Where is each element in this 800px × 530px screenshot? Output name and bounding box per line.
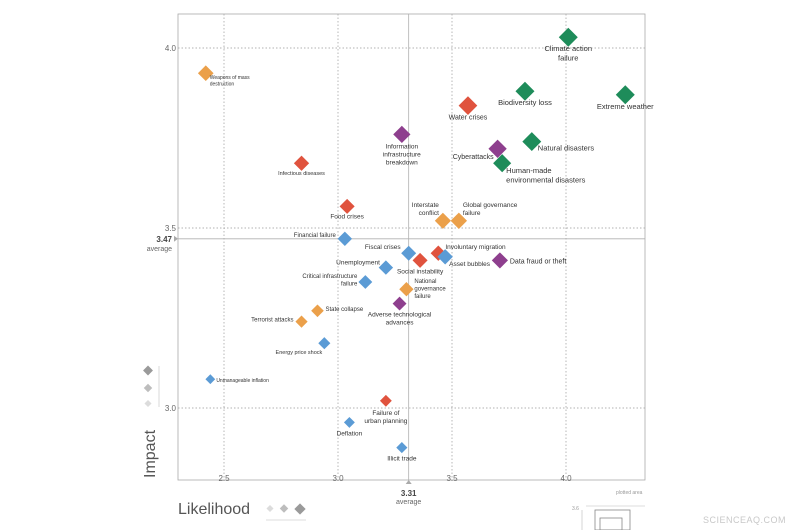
point-marker <box>392 296 407 311</box>
y-axis-title: Impact <box>142 429 159 478</box>
gridlines <box>178 14 645 480</box>
point-label: Terrorist attacks <box>251 318 293 324</box>
x-tick-label: 3.0 <box>332 474 344 483</box>
point-marker <box>434 212 451 229</box>
point-marker <box>430 245 447 261</box>
point-marker <box>295 315 308 328</box>
axis-ticks: 2.5 3.0 3.5 4.03.03.54.03.47average3.31aver… <box>147 44 572 506</box>
point-marker <box>615 85 635 105</box>
point-label: State collapse <box>325 307 363 313</box>
point-marker <box>337 231 353 247</box>
x-tick-label: 3.5 <box>446 474 458 483</box>
point-label: Weapons of mass destruction <box>210 75 250 87</box>
plotted-area-key: 3.6 plotted area <box>572 490 645 530</box>
y-tick-label: 4.0 <box>165 44 177 53</box>
point-label: Fiscal crises <box>365 244 402 251</box>
key-tick-label: 3.6 <box>572 506 579 512</box>
point-label: Adverse technological advances <box>368 312 432 327</box>
point-marker <box>399 282 414 297</box>
point-marker <box>393 125 411 144</box>
point-label: Natural disasters <box>538 144 595 153</box>
average-y-value: 3.47 <box>156 235 172 244</box>
point-marker <box>401 245 417 261</box>
point-label: Food crises <box>330 213 364 220</box>
point-marker <box>522 132 542 152</box>
average-y-word: average <box>147 246 172 253</box>
point-label: Unemployment <box>336 260 380 267</box>
point-marker <box>437 249 453 265</box>
point-label: Data fraud or theft <box>510 258 566 265</box>
average-y-marker <box>174 235 178 242</box>
point-marker <box>515 81 535 101</box>
point-marker <box>412 252 428 268</box>
point-marker <box>311 304 324 318</box>
point-label: Energy price shock <box>276 350 323 356</box>
point-marker <box>458 96 478 115</box>
point-label: Human-made environmental disasters <box>506 166 585 184</box>
point-marker <box>293 155 310 171</box>
legend-diamond-large <box>143 365 153 376</box>
point-marker <box>205 374 216 385</box>
point-marker <box>396 442 408 454</box>
x-tick-label: 2.5 <box>218 474 230 483</box>
point-label: Involuntary migration <box>445 244 506 251</box>
point-label: Failure of urban planning <box>364 410 407 425</box>
point-label: Global governance failure <box>463 202 518 217</box>
key-box-outer <box>594 509 631 530</box>
point-label: Financial failure <box>294 233 337 239</box>
key-box-label: plotted area <box>616 490 643 496</box>
average-x-value: 3.31 <box>401 489 417 498</box>
point-marker <box>197 65 214 82</box>
key-box-inner <box>599 517 623 530</box>
data-labels: Climate action failure Extreme weather Biod… <box>210 44 654 462</box>
point-label: Interstate conflict <box>412 202 439 217</box>
point-label: National governance failure <box>414 279 446 300</box>
point-label: Extreme weather <box>597 102 654 111</box>
point-label: Critical infrastructure failure <box>302 274 358 288</box>
point-label: Climate action failure <box>545 44 593 62</box>
point-marker <box>450 212 468 229</box>
size-legend-horizontal <box>266 503 306 521</box>
average-x-marker <box>405 480 412 484</box>
point-label: Unmanageable inflation <box>216 378 269 384</box>
point-marker <box>343 416 355 428</box>
y-tick-label: 3.0 <box>165 404 177 413</box>
point-marker <box>318 337 331 350</box>
point-label: Asset bubbles <box>449 261 491 268</box>
legend-diamond-large-h <box>294 503 306 515</box>
point-label: Cyberattacks <box>453 154 494 161</box>
y-tick-label: 3.5 <box>165 224 177 233</box>
point-label: Water crises <box>449 115 488 122</box>
size-legend-vertical <box>143 365 160 408</box>
x-axis-title: Likelihood <box>178 501 250 518</box>
point-marker <box>358 275 373 289</box>
point-label: Social instability <box>397 268 444 275</box>
x-tick-label: 4.0 <box>560 474 572 483</box>
point-label: Information infrastructure breakdown <box>383 143 421 166</box>
point-marker <box>491 252 508 269</box>
legend-diamond-small <box>144 399 152 408</box>
point-label: Infectious diseases <box>278 171 325 177</box>
point-marker <box>558 27 578 47</box>
point-label: Deflation <box>337 430 363 437</box>
point-marker <box>379 394 392 407</box>
watermark: SCIENCEAQ.COM <box>703 515 786 525</box>
point-marker <box>378 260 394 275</box>
plot-frame <box>177 13 646 481</box>
data-points <box>197 27 635 454</box>
legend-diamond-small-h <box>266 504 274 513</box>
point-label: Biodiversity loss <box>498 98 552 107</box>
point-marker <box>339 198 355 214</box>
average-x-word: average <box>396 499 421 506</box>
legend-diamond-medium <box>143 383 153 393</box>
point-label: Illicit trade <box>387 456 417 463</box>
legend-diamond-medium-h <box>279 504 289 513</box>
point-marker <box>493 154 512 173</box>
point-marker <box>488 139 507 158</box>
